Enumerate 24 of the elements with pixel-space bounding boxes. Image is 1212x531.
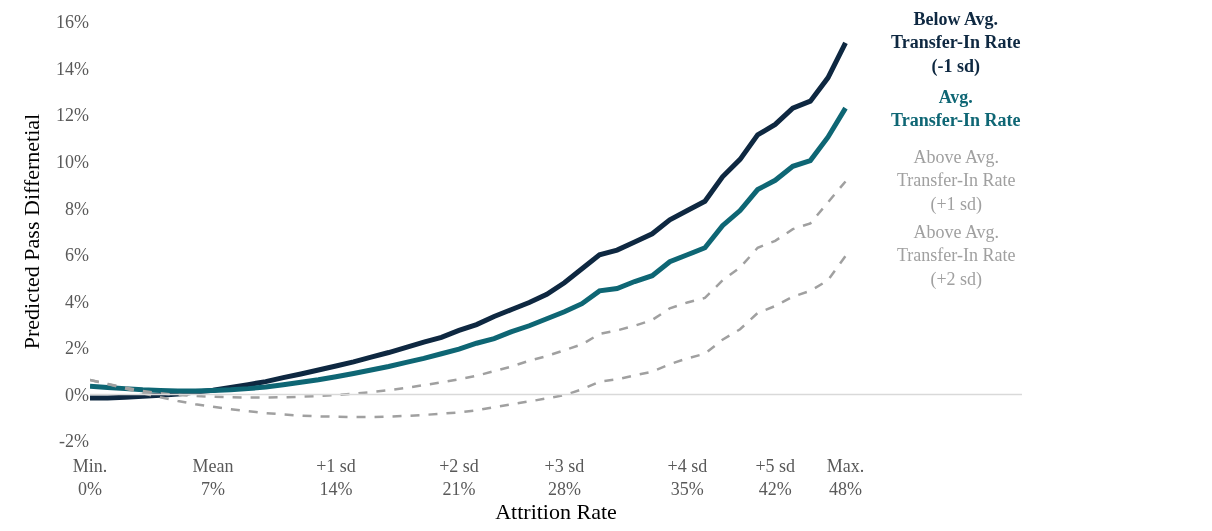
text: Above Avg. Transfer-In Rate (+1 sd) bbox=[897, 147, 1016, 215]
y-tick-label: 0% bbox=[65, 384, 89, 405]
x-tick-label: +2 sd 21% bbox=[439, 456, 479, 500]
text: Below Avg. Transfer-In Rate (-1 sd) bbox=[891, 9, 1021, 77]
x-tick-label: +4 sd 35% bbox=[667, 456, 708, 500]
y-tick-label: 16% bbox=[56, 12, 89, 33]
y-tick-label: 10% bbox=[56, 151, 89, 172]
x-tick-label: +5 sd 42% bbox=[755, 456, 796, 500]
x-tick-label: Mean 7% bbox=[192, 456, 234, 500]
y-tick-label: 4% bbox=[65, 291, 89, 312]
y-axis-title: Predicted Pass Differnetial bbox=[18, 113, 44, 350]
y-tick-label: 12% bbox=[56, 105, 89, 126]
y-tick-label: 14% bbox=[56, 58, 89, 79]
text: Above Avg. Transfer-In Rate (+2 sd) bbox=[897, 222, 1016, 290]
y-tick-label: 2% bbox=[65, 338, 89, 359]
x-tick-label: Max. 48% bbox=[826, 456, 865, 500]
text: Avg. Transfer-In Rate bbox=[891, 87, 1021, 131]
x-tick-label: +3 sd 28% bbox=[544, 456, 585, 500]
y-tick-label: -2% bbox=[59, 431, 89, 452]
x-tick-label: Min. 0% bbox=[72, 456, 108, 500]
x-tick-label: +1 sd 14% bbox=[316, 456, 356, 500]
y-tick-label: 8% bbox=[65, 198, 89, 219]
x-axis-title: Attrition Rate bbox=[495, 499, 617, 525]
y-tick-label: 6% bbox=[65, 245, 89, 266]
